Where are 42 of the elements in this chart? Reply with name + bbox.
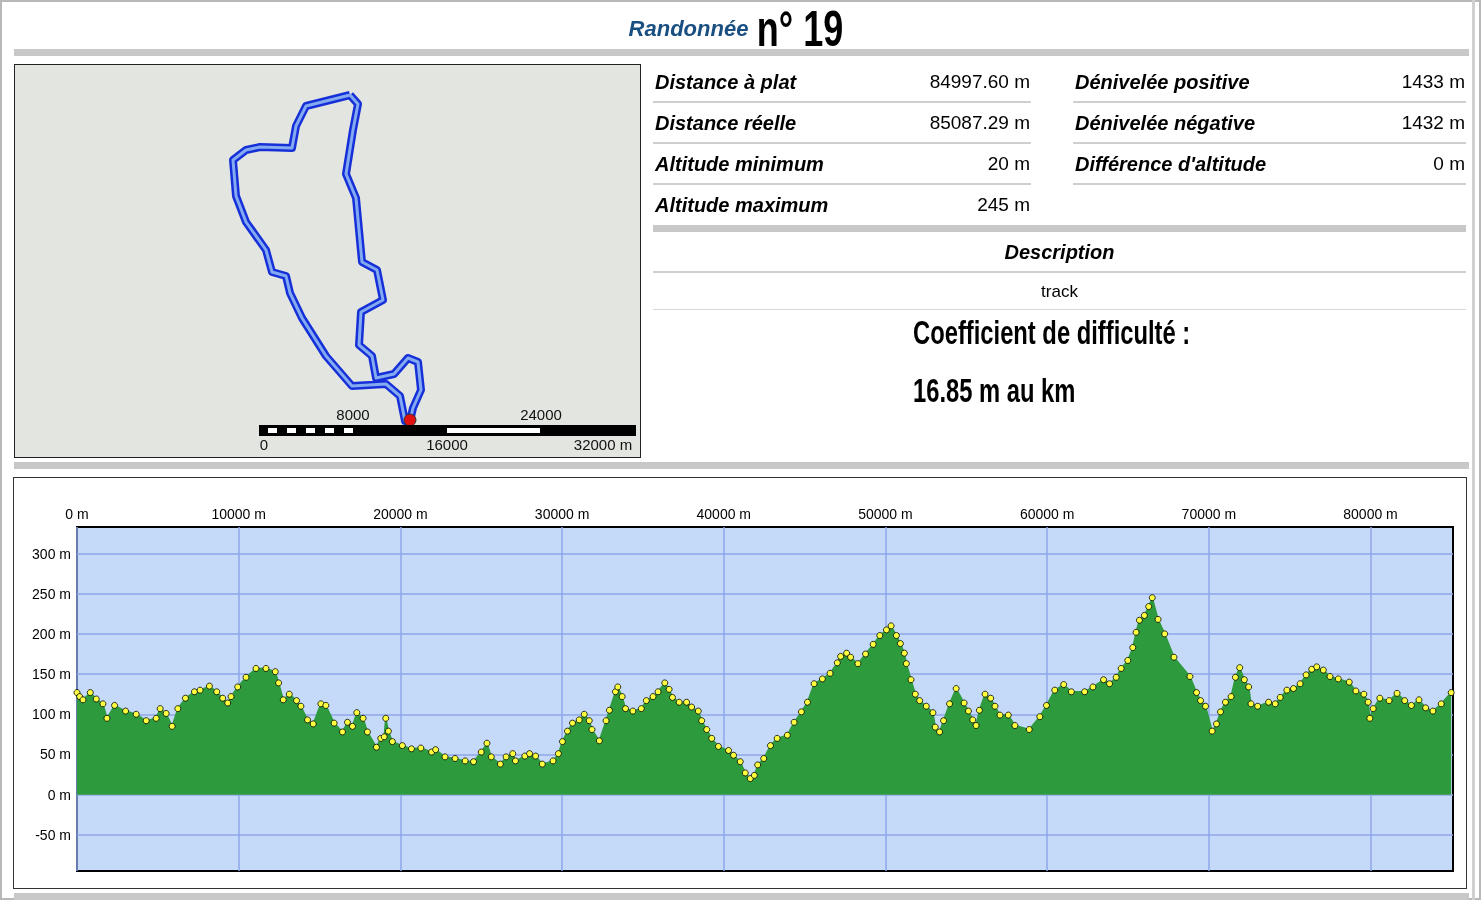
text: 8000 <box>336 405 370 425</box>
x-tick-label: 10000 m <box>211 506 266 522</box>
x-tick-label: 60000 m <box>1019 506 1075 522</box>
text: 84997.60 m <box>928 70 1030 94</box>
text: 1433 m <box>1400 70 1465 94</box>
x-tick-label: 40000 m <box>696 506 752 522</box>
x-tick-label: 70000 m <box>1181 506 1237 522</box>
y-tick-label: 300 m <box>32 545 71 562</box>
x-tick-label: 0 m <box>65 506 89 522</box>
text: 245 m <box>976 193 1030 217</box>
text: Description <box>1003 240 1116 264</box>
text: 0 <box>259 435 269 455</box>
text: Distance à plat <box>655 70 797 94</box>
y-tick-label: 100 m <box>32 706 71 723</box>
text: Altitude maximum <box>655 193 829 217</box>
text: Dénivelée positive <box>1075 70 1250 94</box>
y-tick-label: 250 m <box>32 585 71 602</box>
y-tick-label: 50 m <box>39 746 71 763</box>
text: 16000 <box>426 435 468 455</box>
text: Altitude minimum <box>655 152 824 176</box>
y-tick-label: -50 m <box>35 826 71 843</box>
y-tick-label: 0 m <box>47 786 71 803</box>
text: 0 m <box>1432 152 1465 176</box>
text: 20 m <box>986 152 1030 176</box>
chart-subtitle: n° 19 <box>757 1 844 58</box>
text: Coefficient de difficulté : <box>913 313 1191 353</box>
text: 32000 m <box>573 435 633 455</box>
x-tick-label: 50000 m <box>858 506 913 522</box>
text: Différence d'altitude <box>1075 152 1267 176</box>
text: Dénivelée négative <box>1075 111 1256 135</box>
text: 24000 <box>520 405 562 425</box>
text: 85087.29 m <box>928 111 1030 135</box>
text: track <box>1040 282 1079 302</box>
x-tick-label: 20000 m <box>373 506 428 522</box>
chart-title: Randonnée <box>628 16 749 42</box>
text: 1432 m <box>1400 111 1465 135</box>
text: 16.85 m au km <box>913 371 1076 411</box>
x-tick-label: 30000 m <box>534 506 590 522</box>
y-tick-label: 150 m <box>32 666 71 683</box>
x-tick-label: 80000 m <box>1343 506 1398 522</box>
y-tick-label: 200 m <box>32 625 71 642</box>
text: Distance réelle <box>655 111 797 135</box>
